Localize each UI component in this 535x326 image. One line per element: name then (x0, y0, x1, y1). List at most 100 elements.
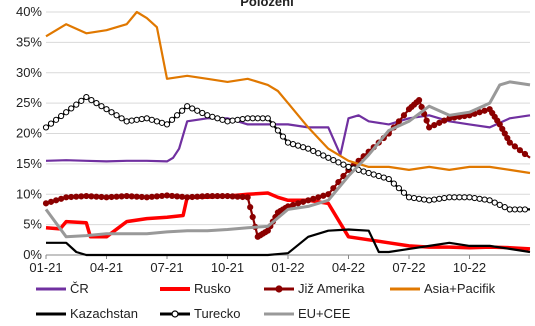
series-point-2 (511, 143, 518, 150)
series-point-5 (118, 115, 125, 122)
series-point-5 (426, 197, 433, 204)
series-point-2 (78, 193, 85, 200)
series-point-5 (229, 117, 236, 124)
series-point-2 (153, 193, 161, 200)
series-point-2 (73, 193, 80, 200)
series-point-2 (289, 201, 297, 208)
series-point-5 (244, 115, 251, 122)
series-point-5 (113, 112, 120, 119)
series-point-5 (199, 109, 206, 117)
series-point-2 (229, 193, 236, 200)
series-point-5 (289, 141, 297, 148)
series-point-5 (224, 118, 231, 125)
series-point-5 (194, 107, 201, 114)
series-point-2 (234, 193, 241, 200)
series-point-5 (128, 117, 135, 124)
series-point-2 (204, 192, 211, 200)
series-point-5 (390, 180, 397, 187)
series-point-5 (446, 194, 453, 201)
series-point-2 (143, 194, 150, 201)
series-point-2 (521, 150, 529, 158)
series-point-5 (441, 194, 448, 202)
series-point-5 (415, 195, 423, 202)
legend-label-2: Již Amerika (298, 281, 365, 296)
x-tick-label: 10-21 (211, 260, 244, 275)
grid-lines (46, 11, 530, 256)
y-tick-label: 40% (16, 4, 42, 19)
series-point-2 (103, 194, 110, 201)
y-tick-label: 25% (16, 95, 42, 110)
legend: ČR Rusko Již Amerika Asia+Pacifik Kazachstan… (36, 281, 496, 321)
series-point-5 (395, 185, 403, 192)
series-point-2 (123, 192, 130, 200)
legend-label-1: Rusko (194, 281, 231, 296)
x-tick-label: 04-22 (332, 260, 365, 275)
y-tick-label: 30% (16, 65, 42, 80)
chart-title: Položení (240, 0, 294, 9)
series-point-5 (315, 150, 322, 157)
series-point-2 (58, 195, 65, 202)
series-point-2 (83, 192, 90, 200)
y-tick-label: 0% (23, 247, 42, 262)
series-point-5 (279, 133, 287, 140)
series-point-2 (173, 193, 181, 200)
series-point-5 (78, 97, 85, 104)
series-point-2 (481, 107, 488, 114)
series-point-2 (113, 193, 120, 200)
series-point-5 (73, 101, 80, 108)
series-point-5 (153, 118, 161, 125)
series-point-2 (93, 193, 100, 200)
series-point-2 (294, 200, 302, 207)
series-point-2 (194, 193, 201, 200)
series-line-0 (45, 114, 531, 163)
series-point-2 (247, 204, 254, 211)
x-tick-label: 07-21 (150, 260, 183, 275)
series-point-2 (249, 213, 256, 221)
series-point-2 (214, 192, 221, 200)
series-point-5 (259, 115, 266, 122)
series-point-5 (456, 194, 463, 201)
series-point-5 (476, 195, 483, 202)
series-point-5 (47, 120, 55, 127)
series-point-5 (486, 197, 493, 204)
series-point-2 (504, 134, 511, 142)
series-point-5 (158, 119, 166, 126)
series-point-2 (320, 192, 327, 199)
legend-label-5: Turecko (194, 306, 240, 321)
series-point-2 (52, 197, 60, 204)
series-point-2 (42, 200, 50, 207)
series-line-6 (44, 80, 531, 239)
series-point-5 (451, 194, 458, 201)
series-point-2 (423, 117, 430, 124)
series-point-5 (400, 189, 408, 196)
series-point-2 (426, 124, 433, 131)
series-point-2 (264, 227, 271, 234)
series-point-5 (365, 169, 372, 177)
series-point-2 (184, 194, 191, 201)
y-tick-label: 10% (16, 186, 42, 201)
series-point-5 (305, 145, 312, 152)
series-point-5 (335, 159, 342, 166)
series-point-5 (68, 105, 75, 112)
series-point-2 (239, 193, 246, 201)
legend-label-6: EU+CEE (298, 306, 351, 321)
y-tick-label: 5% (23, 217, 42, 232)
legend-marker-2 (275, 285, 283, 293)
series-point-5 (511, 206, 518, 213)
legend-marker-5 (171, 310, 179, 318)
series-point-5 (264, 115, 271, 122)
series-point-2 (244, 194, 251, 201)
y-tick-label: 20% (16, 126, 42, 141)
series-point-5 (138, 115, 145, 123)
series-point-2 (499, 125, 506, 133)
x-tick-label: 01-22 (271, 260, 304, 275)
series-point-2 (506, 139, 513, 146)
series-point-5 (173, 112, 181, 119)
series-point-5 (239, 115, 246, 123)
series-line-1 (45, 191, 531, 251)
series-point-2 (436, 119, 443, 126)
series-point-5 (123, 118, 130, 125)
series-point-2 (158, 192, 166, 200)
series-point-5 (52, 116, 60, 123)
